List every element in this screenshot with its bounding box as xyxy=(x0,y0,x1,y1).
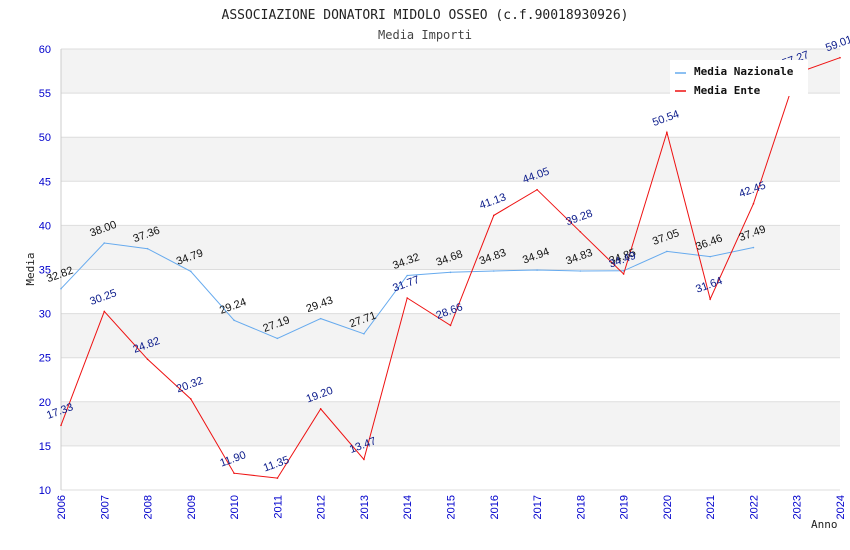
x-tick-label: 2011 xyxy=(272,495,284,519)
x-tick-label: 2012 xyxy=(316,495,328,519)
data-point-media-ente xyxy=(579,230,582,233)
legend-box xyxy=(670,60,808,96)
legend: Media Nazionale Media Ente xyxy=(670,60,808,97)
x-tick-label: 2006 xyxy=(56,495,68,519)
x-tick-label: 2007 xyxy=(99,495,111,519)
data-point-media-ente xyxy=(146,358,149,361)
band-20-25 xyxy=(61,357,840,402)
y-tick-label: 20 xyxy=(39,397,51,409)
data-point-media-nazionale xyxy=(190,270,192,273)
y-tick-label: 25 xyxy=(39,353,51,365)
data-point-media-ente xyxy=(233,472,235,475)
band-40-45 xyxy=(61,181,840,226)
y-tick-label: 40 xyxy=(39,220,51,232)
band-50-55 xyxy=(61,93,840,138)
x-tick-label: 2015 xyxy=(446,495,458,519)
band-10-15 xyxy=(61,445,840,490)
x-tick-label: 2023 xyxy=(792,495,804,519)
band-35-40 xyxy=(61,225,840,270)
x-tick-label: 2010 xyxy=(229,495,241,519)
data-point-media-nazionale xyxy=(406,274,409,277)
data-point-media-ente xyxy=(449,324,452,327)
data-point-media-ente xyxy=(752,202,755,205)
x-tick-label: 2022 xyxy=(748,495,760,519)
y-axis-ticks: 10 15 20 25 30 35 40 45 50 55 60 xyxy=(39,44,51,497)
data-point-media-nazionale xyxy=(276,337,279,340)
x-tick-label: 2024 xyxy=(835,495,847,519)
x-axis-label: Anno xyxy=(811,518,838,531)
data-point-media-ente xyxy=(60,424,62,427)
data-point-media-ente xyxy=(363,458,365,461)
band-45-50 xyxy=(61,137,840,182)
data-point-media-nazionale xyxy=(666,250,668,253)
data-point-media-ente xyxy=(666,131,668,134)
x-tick-label: 2021 xyxy=(705,495,717,519)
data-point-media-nazionale xyxy=(709,255,711,258)
data-point-media-nazionale xyxy=(449,271,452,274)
data-point-media-ente xyxy=(839,56,841,59)
plot-background-bands xyxy=(61,49,840,490)
x-tick-label: 2017 xyxy=(532,495,544,519)
chart-title: ASSOCIAZIONE DONATORI MIDOLO OSSEO (c.f.… xyxy=(222,8,629,23)
data-point-media-nazionale xyxy=(536,269,538,271)
x-tick-label: 2014 xyxy=(402,495,414,519)
y-tick-label: 60 xyxy=(39,44,51,56)
x-tick-label: 2020 xyxy=(662,495,674,519)
data-point-media-ente xyxy=(406,297,409,299)
data-point-media-ente xyxy=(190,398,192,400)
data-point-media-ente xyxy=(319,408,322,410)
gridlines xyxy=(60,48,840,491)
data-point-media-nazionale xyxy=(103,242,106,244)
x-tick-label: 2013 xyxy=(359,495,371,519)
data-point-media-nazionale xyxy=(492,270,495,272)
y-tick-label: 15 xyxy=(39,441,51,453)
x-tick-label: 2009 xyxy=(186,495,198,519)
band-15-20 xyxy=(61,401,840,446)
data-point-media-ente xyxy=(622,273,625,275)
data-point-media-nazionale xyxy=(146,247,149,250)
y-axis-label: Media xyxy=(24,252,37,285)
band-30-35 xyxy=(61,269,840,314)
band-25-30 xyxy=(61,313,840,358)
legend-label-media-nazionale: Media Nazionale xyxy=(694,65,794,78)
data-point-media-ente xyxy=(709,298,711,300)
data-point-media-nazionale xyxy=(233,319,235,322)
data-point-media-nazionale xyxy=(579,270,582,272)
data-point-media-ente xyxy=(276,477,279,479)
data-point-media-nazionale xyxy=(363,332,365,335)
series-lines xyxy=(60,56,841,479)
y-tick-label: 10 xyxy=(39,485,51,497)
x-tick-label: 2016 xyxy=(489,495,501,519)
y-tick-label: 30 xyxy=(39,309,51,321)
legend-label-media-ente: Media Ente xyxy=(694,84,761,97)
x-tick-label: 2018 xyxy=(575,495,587,519)
data-point-media-nazionale xyxy=(319,317,322,320)
data-point-media-ente xyxy=(492,214,495,217)
y-tick-label: 45 xyxy=(39,176,51,188)
x-tick-label: 2019 xyxy=(619,495,631,519)
y-tick-label: 50 xyxy=(39,132,51,144)
data-point-media-ente xyxy=(536,188,538,191)
x-tick-label: 2008 xyxy=(143,495,155,519)
data-point-media-ente xyxy=(103,310,106,313)
x-axis-ticks: 2006 2007 2008 2009 2010 2011 2012 2013 2014 2015… xyxy=(56,495,847,519)
y-tick-label: 55 xyxy=(39,88,51,100)
chart-subtitle: Media Importi xyxy=(378,28,472,42)
data-point-media-nazionale xyxy=(60,287,62,290)
data-point-media-nazionale xyxy=(752,246,755,249)
y-tick-label: 35 xyxy=(39,265,51,277)
